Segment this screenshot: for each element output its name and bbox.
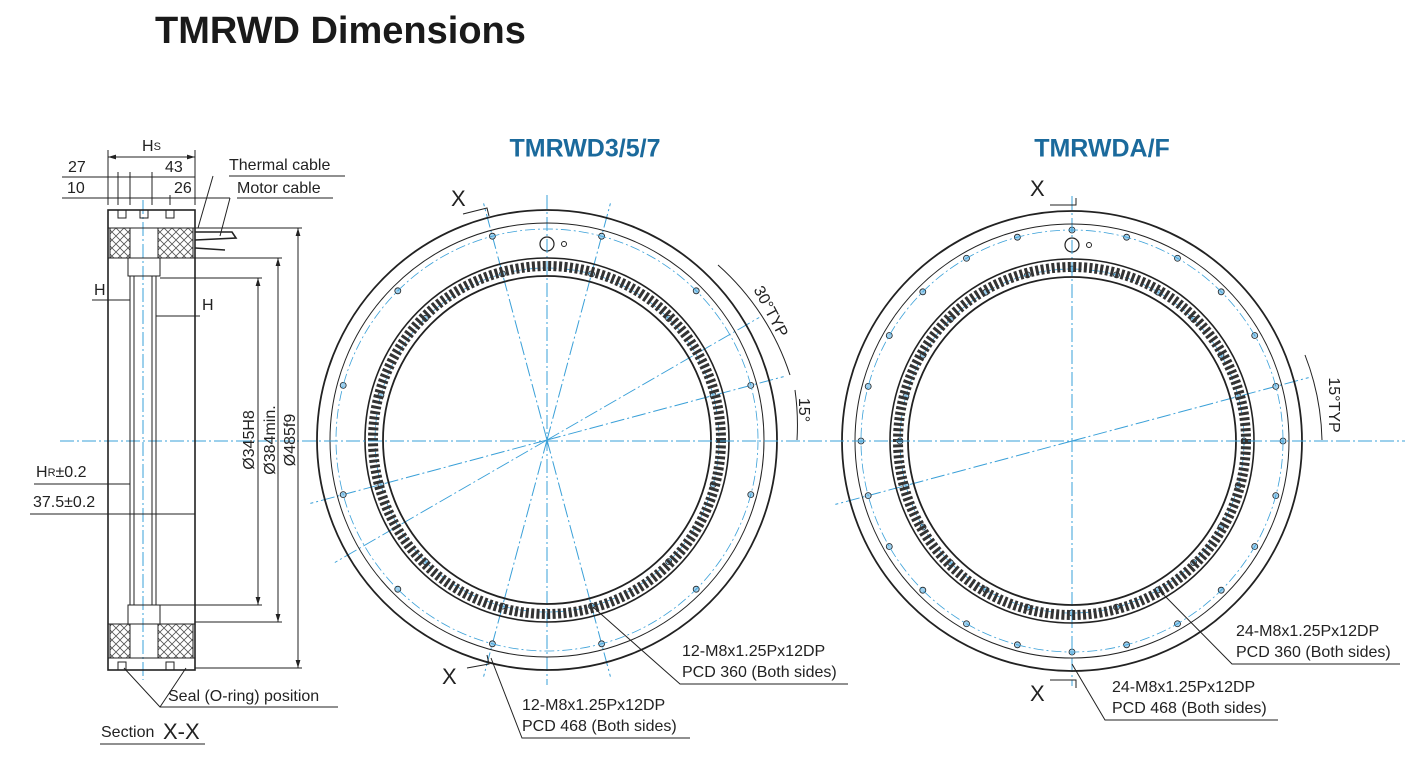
callout-thread: 24-M8x1.25Px12DP	[1112, 679, 1255, 696]
outer-edge	[329, 222, 765, 658]
dim-label: Ø384min.	[262, 405, 279, 474]
center-line	[546, 203, 611, 441]
angle-label: 30°TYP	[750, 283, 791, 340]
view-title: TMRWDA/F	[1034, 135, 1170, 163]
port	[1086, 242, 1092, 248]
dim-lines	[62, 176, 230, 199]
callout-pcd: PCD 360 (Both sides)	[682, 664, 837, 681]
dim-label: Ø345H8	[241, 410, 258, 470]
inner-edge	[364, 257, 730, 623]
cut-mark: X	[451, 186, 466, 211]
dim-main: H	[142, 138, 154, 155]
cable-label: Thermal cable	[229, 157, 330, 174]
leaders	[197, 175, 345, 237]
center-line	[835, 440, 1073, 505]
teeth	[368, 261, 726, 619]
view-title: TMRWD3/5/7	[510, 135, 661, 163]
dim-label: 37.5±0.2	[33, 494, 95, 511]
dim-label: H	[94, 282, 106, 299]
outline	[107, 209, 196, 671]
cut-arrows	[1050, 198, 1077, 688]
dim-tol: ±0.2	[56, 464, 87, 481]
cables	[194, 231, 238, 251]
center-line	[546, 439, 611, 677]
bolt-hole	[339, 381, 347, 389]
bolt-hole	[885, 332, 893, 339]
hatch	[109, 623, 131, 659]
section-view: HS 27 43 10 26 Thermal cable Motor cable…	[30, 138, 1405, 745]
seal-label: Seal (O-ring) position	[168, 688, 319, 705]
bolt-hole	[864, 382, 872, 390]
center-line	[1071, 377, 1309, 442]
outer-edge	[316, 209, 778, 671]
leader	[490, 657, 690, 739]
center-line	[546, 376, 784, 441]
dim-label: HS	[142, 138, 161, 155]
angle-label: 15°TYP	[1325, 377, 1342, 432]
cable-label: Motor cable	[237, 180, 321, 197]
extension-lines	[160, 227, 302, 669]
center-line	[546, 317, 760, 441]
leader	[1071, 663, 1278, 721]
port	[561, 241, 567, 247]
caption-id: X-X	[163, 719, 200, 744]
callout-pcd: PCD 468 (Both sides)	[522, 718, 677, 735]
part	[129, 623, 159, 659]
callout-pcd: PCD 360 (Both sides)	[1236, 644, 1391, 661]
bore	[382, 275, 712, 605]
part-lines	[108, 227, 195, 659]
center-line	[334, 439, 548, 563]
cut-arrows	[462, 207, 490, 669]
center-line	[483, 439, 548, 677]
hatch	[109, 227, 131, 259]
dim-label: Ø485f9	[282, 414, 299, 467]
dim-label: 27	[68, 159, 86, 176]
angle-arcs	[717, 264, 798, 441]
dim-label: 10	[67, 180, 85, 197]
dim-sub: R	[48, 467, 56, 479]
caption: Section	[101, 724, 154, 741]
callout-thread: 12-M8x1.25Px12DP	[682, 643, 825, 660]
callout-thread: 12-M8x1.25Px12DP	[522, 697, 665, 714]
angle-label: 15°	[795, 398, 812, 422]
grooves	[117, 210, 175, 670]
hatch	[157, 623, 194, 659]
center-line	[310, 439, 548, 504]
dim-lines	[30, 483, 195, 515]
part	[129, 227, 159, 259]
part	[127, 604, 161, 625]
part	[127, 257, 161, 277]
dim-label: H	[202, 297, 214, 314]
hatch	[157, 227, 194, 259]
dim-label: HR±0.2	[36, 464, 87, 481]
cut-mark: X	[1030, 176, 1045, 201]
pcd-468	[335, 228, 759, 652]
leaders	[123, 667, 338, 708]
cut-mark: X	[1030, 681, 1045, 706]
page-title: TMRWD Dimensions	[155, 10, 526, 52]
dim-main: H	[36, 464, 48, 481]
cut-mark: X	[442, 664, 457, 689]
dim-sub: S	[154, 141, 161, 153]
callout-thread: 24-M8x1.25Px12DP	[1236, 623, 1379, 640]
callout-pcd: PCD 468 (Both sides)	[1112, 700, 1267, 717]
center-line	[483, 203, 548, 441]
dim-label: 43	[165, 159, 183, 176]
bolt-hole	[885, 543, 893, 550]
dim-label: 26	[174, 180, 192, 197]
angle-arc	[1304, 354, 1323, 441]
dim-lines	[92, 299, 200, 317]
leader	[592, 606, 848, 685]
leader	[1158, 589, 1400, 665]
